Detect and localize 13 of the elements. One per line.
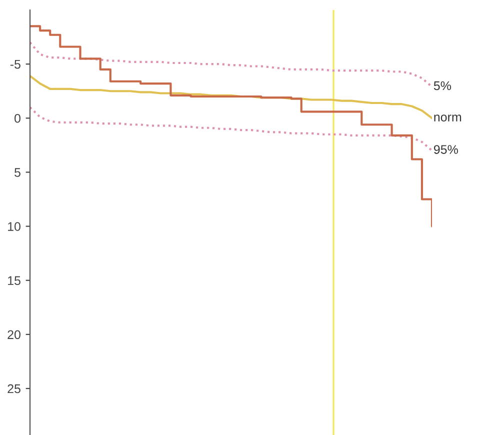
series-label: norm — [434, 114, 462, 122]
y-tick-label: 10 — [8, 222, 20, 231]
series-label: 5% — [434, 81, 452, 90]
line-series — [30, 41, 432, 88]
y-tick-label: -5 — [10, 60, 20, 69]
line-series — [30, 106, 432, 152]
line-series — [30, 74, 432, 120]
y-tick-label: 5 — [14, 168, 20, 177]
y-tick-label: 0 — [14, 114, 20, 123]
y-tick-label: 20 — [8, 330, 20, 340]
y-tick-label: 25 — [8, 384, 20, 394]
y-tick-label: 15 — [8, 276, 20, 286]
series-label: 95% — [434, 145, 458, 154]
